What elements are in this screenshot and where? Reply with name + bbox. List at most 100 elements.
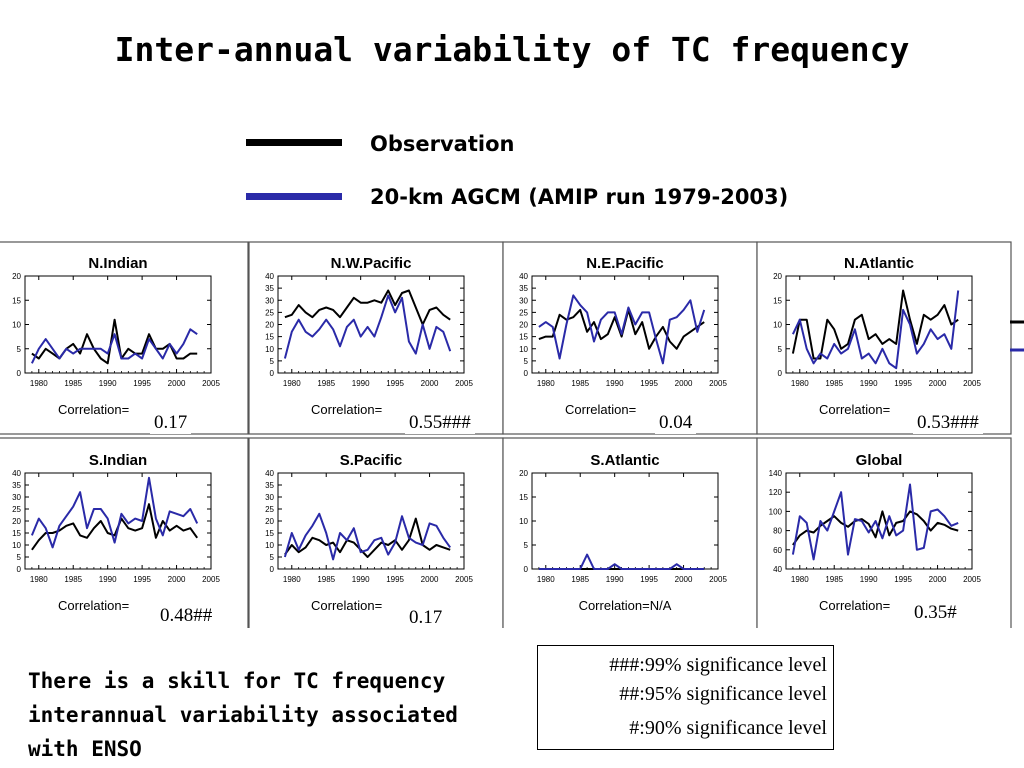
x-tick-label: 1985	[571, 575, 589, 584]
y-tick-label: 5	[778, 345, 783, 354]
y-tick-label: 30	[12, 493, 21, 502]
panel-frame	[248, 241, 504, 435]
series-line-model	[283, 294, 452, 359]
legend-model-label: 20-km AGCM (AMIP run 1979-2003)	[370, 185, 789, 209]
correlation-caption: Correlation=	[311, 598, 382, 613]
x-tick-label: 1995	[894, 575, 912, 584]
x-tick-label: 1985	[64, 575, 82, 584]
summary-line: with ENSO	[28, 737, 142, 761]
y-tick-label: 0	[17, 565, 22, 574]
y-tick-label: 35	[519, 284, 528, 293]
x-tick-label: 2000	[929, 379, 947, 388]
correlation-caption: Correlation=N/A	[579, 598, 672, 613]
series-line-model	[538, 553, 705, 570]
x-tick-label: 1990	[352, 379, 370, 388]
x-tick-label: 2005	[963, 379, 981, 388]
significance-legend: ###:99% significance level ##:95% signif…	[537, 645, 834, 750]
y-tick-label: 35	[265, 284, 274, 293]
y-tick-label: 80	[773, 527, 782, 536]
y-tick-label: 40	[265, 469, 274, 478]
y-tick-label: 10	[265, 541, 274, 550]
correlation-caption: Correlation=	[819, 598, 890, 613]
x-tick-label: 2000	[421, 379, 439, 388]
y-tick-label: 20	[12, 517, 21, 526]
panel-frame	[502, 241, 758, 435]
y-tick-label: 30	[519, 296, 528, 305]
significance-95: ##:95% significance level	[619, 683, 827, 705]
y-tick-label: 40	[12, 469, 21, 478]
correlation-value-s-pacific: 0.17	[405, 607, 447, 629]
x-tick-label: 1990	[860, 575, 878, 584]
y-tick-label: 5	[17, 345, 22, 354]
panel-frame	[0, 241, 249, 435]
y-tick-label: 10	[265, 345, 274, 354]
x-tick-label: 2005	[455, 379, 473, 388]
x-tick-label: 1990	[99, 575, 117, 584]
panel-frame	[502, 437, 758, 628]
y-tick-label: 25	[265, 505, 274, 514]
y-tick-label: 25	[265, 308, 274, 317]
y-tick-label: 40	[773, 565, 782, 574]
x-tick-label: 1995	[386, 379, 404, 388]
x-tick-label: 1990	[352, 575, 370, 584]
y-tick-label: 25	[519, 308, 528, 317]
series-line-model	[538, 294, 706, 365]
y-tick-label: 20	[773, 272, 782, 281]
series-line-observation	[31, 503, 199, 551]
correlation-value-global: 0.35#	[910, 602, 961, 624]
summary-line: There is a skill for TC frequency	[28, 669, 446, 693]
x-tick-label: 1980	[283, 575, 301, 584]
x-tick-label: 1995	[133, 379, 151, 388]
x-tick-label: 1980	[791, 575, 809, 584]
legend-observation-label: Observation	[370, 132, 515, 156]
y-tick-label: 20	[519, 321, 528, 330]
x-tick-label: 1985	[64, 379, 82, 388]
x-tick-label: 1995	[133, 575, 151, 584]
x-tick-label: 1985	[825, 575, 843, 584]
y-tick-label: 10	[519, 345, 528, 354]
x-tick-label: 1985	[825, 379, 843, 388]
panel-title-n-atlantic: N.Atlantic	[844, 255, 914, 272]
y-tick-label: 0	[17, 369, 22, 378]
x-tick-label: 1985	[317, 379, 335, 388]
x-tick-label: 1990	[860, 379, 878, 388]
series-line-observation	[791, 289, 959, 360]
y-tick-label: 15	[265, 333, 274, 342]
y-tick-label: 120	[769, 488, 783, 497]
y-tick-label: 15	[519, 333, 528, 342]
correlation-caption: Correlation=	[311, 402, 382, 417]
panel-title-n-w-pacific: N.W.Pacific	[331, 255, 412, 272]
y-tick-label: 25	[12, 505, 21, 514]
y-tick-label: 20	[519, 469, 528, 478]
y-tick-label: 5	[270, 553, 275, 562]
x-tick-label: 1990	[606, 379, 624, 388]
correlation-value-n-w-pacific: 0.55###	[405, 412, 475, 434]
summary-text: There is a skill for TC frequency intera…	[28, 664, 498, 766]
x-tick-label: 1980	[791, 379, 809, 388]
x-tick-label: 1990	[99, 379, 117, 388]
y-tick-label: 40	[519, 272, 528, 281]
correlation-value-n-e-pacific: 0.04	[655, 412, 697, 434]
panel-title-n-e-pacific: N.E.Pacific	[586, 255, 664, 272]
plot-box	[785, 472, 973, 570]
y-tick-label: 0	[778, 369, 783, 378]
slide-title: Inter-annual variability of TC frequency	[114, 30, 910, 69]
x-tick-label: 1995	[894, 379, 912, 388]
x-tick-label: 1985	[571, 379, 589, 388]
y-tick-label: 20	[265, 517, 274, 526]
x-tick-label: 2000	[421, 575, 439, 584]
correlation-caption: Correlation=	[58, 402, 129, 417]
x-tick-label: 1980	[30, 575, 48, 584]
x-tick-label: 2000	[168, 575, 186, 584]
x-tick-label: 2000	[675, 575, 693, 584]
summary-line: interannual variability associated	[28, 703, 458, 727]
y-tick-label: 30	[265, 296, 274, 305]
significance-90: #:90% significance level	[629, 717, 827, 739]
y-tick-label: 15	[12, 296, 21, 305]
y-tick-label: 15	[12, 529, 21, 538]
correlation-value-n-indian: 0.17	[150, 412, 192, 434]
y-tick-label: 15	[265, 529, 274, 538]
x-tick-label: 2000	[675, 379, 693, 388]
y-tick-label: 35	[12, 481, 21, 490]
y-tick-label: 10	[773, 321, 782, 330]
